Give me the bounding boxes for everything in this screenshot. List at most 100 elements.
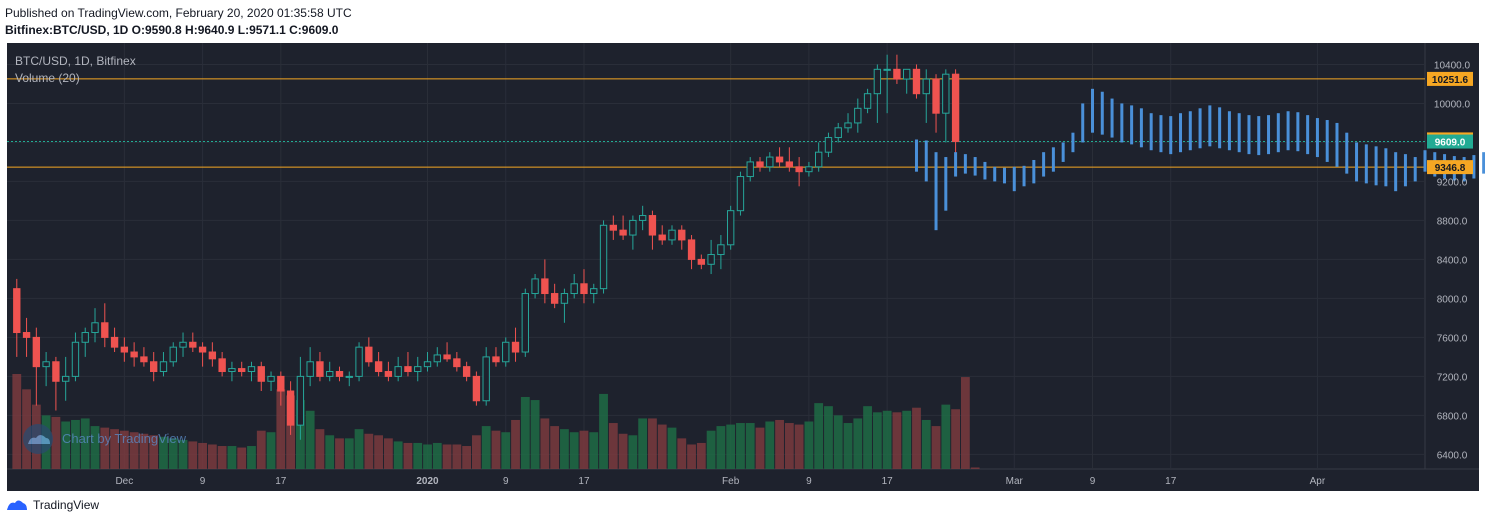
projection-bar	[1413, 157, 1417, 182]
price-tick-label: 7200.0	[1437, 372, 1468, 383]
candle-body-up	[834, 127, 842, 139]
volume-bar	[618, 433, 628, 469]
candle-body-down	[619, 229, 627, 236]
volume-bar	[755, 427, 765, 469]
candle-body-down	[472, 375, 481, 402]
projection-bar	[1482, 152, 1485, 174]
projection-bar	[1042, 152, 1046, 177]
volume-bar	[227, 446, 237, 469]
volume-bar	[315, 429, 325, 469]
volume-bar	[667, 427, 677, 469]
candle-body-down	[511, 341, 520, 353]
projection-bar	[954, 152, 958, 177]
projection-bar	[993, 166, 997, 182]
price-tick-label: 10400.0	[1434, 60, 1471, 71]
candle-body-up	[629, 219, 637, 236]
volume-bar	[833, 415, 843, 469]
volume-bar	[188, 441, 198, 469]
volume-bar	[716, 426, 726, 469]
volume-bar	[784, 423, 794, 469]
volume-bar	[217, 446, 227, 469]
projection-bar	[1315, 118, 1319, 158]
candle-body-down	[150, 361, 158, 373]
volume-bar	[530, 400, 540, 469]
volume-bar	[149, 435, 159, 469]
volume-bar	[912, 407, 921, 469]
volume-bar	[256, 430, 266, 469]
time-tick-label: 9	[1090, 476, 1096, 487]
candle-body-up	[590, 288, 598, 295]
projection-bar	[1169, 116, 1173, 155]
price-label-box	[1427, 71, 1473, 86]
candle-body-up	[433, 354, 441, 363]
candle-body-up	[746, 161, 754, 178]
candle-body-down	[130, 351, 138, 358]
volume-bar	[775, 419, 784, 469]
watermark-text: Chart by TradingView	[62, 431, 187, 446]
candle-body-down	[22, 332, 31, 338]
volume-bar	[442, 444, 452, 469]
projection-bar	[1296, 112, 1300, 152]
candle-body-down	[404, 366, 412, 373]
volume-bar	[12, 374, 22, 469]
volume-bar	[207, 444, 217, 469]
projection-bar	[1374, 146, 1378, 186]
volume-bar	[110, 429, 119, 469]
projection-bar	[1198, 108, 1202, 149]
projection-bar	[1081, 103, 1085, 143]
volume-bar	[472, 435, 481, 469]
projection-bar	[1247, 115, 1251, 155]
projection-bar	[1403, 154, 1407, 187]
projection-bar	[1237, 113, 1241, 153]
volume-bar	[168, 438, 178, 469]
price-tick-label: 9200.0	[1437, 177, 1468, 188]
projection-bar	[973, 157, 977, 176]
candle-body-up	[394, 366, 402, 377]
projection-bar	[1364, 144, 1368, 184]
projection-bar	[1423, 150, 1427, 172]
candle-body-up	[844, 122, 852, 129]
volume-bar	[393, 441, 403, 469]
time-axis-labels: Dec 9 17 2020 9 17 Feb 9 17 Mar 9 17 Apr	[115, 476, 1325, 487]
time-tick-label: 9	[806, 476, 812, 487]
published-line: Published on TradingView.com, February 2…	[5, 6, 352, 20]
volume-bar	[100, 427, 110, 469]
projection-bar	[1022, 165, 1026, 187]
price-label-box	[1427, 134, 1473, 149]
volume-bar	[882, 410, 892, 469]
volume-bar	[335, 438, 344, 469]
time-tick-label: Mar	[1006, 476, 1024, 487]
volume-bar	[970, 467, 980, 469]
candle-body-up	[482, 356, 490, 402]
projection-bar	[1149, 113, 1153, 151]
projection-bar	[1218, 107, 1222, 149]
volume-bar	[843, 423, 853, 469]
volume-bar	[892, 412, 902, 469]
volume-bar	[736, 423, 745, 469]
volume-bar	[941, 404, 951, 469]
footer-brand[interactable]: TradingView	[33, 498, 100, 512]
volume-bar	[432, 442, 442, 469]
candle-body-down	[384, 371, 393, 377]
projection-bar	[1061, 142, 1065, 162]
projection-bar	[1208, 105, 1212, 147]
volume-bar	[579, 430, 589, 469]
projection-bar	[1110, 98, 1114, 138]
price-tick-label: 8400.0	[1437, 255, 1468, 266]
projection-bar	[1188, 111, 1192, 151]
candle-body-down	[286, 390, 295, 426]
projection-bar	[1227, 111, 1231, 151]
price-label-text: 10251.6	[1432, 75, 1469, 86]
symbol-ohlc-line: Bitfinex:BTC/USD, 1D O:9590.8 H:9640.9 L…	[5, 23, 339, 37]
candle-body-up	[717, 244, 725, 256]
candle-body-down	[257, 366, 265, 382]
candle-body-up	[531, 278, 539, 295]
candle-body-down	[208, 351, 217, 360]
candle-body-up	[873, 68, 882, 95]
volume-bar	[80, 418, 90, 469]
volume-bar	[90, 426, 100, 469]
time-tick-label: 2020	[416, 476, 439, 487]
volume-bar	[853, 418, 863, 469]
projection-bar	[924, 140, 928, 182]
